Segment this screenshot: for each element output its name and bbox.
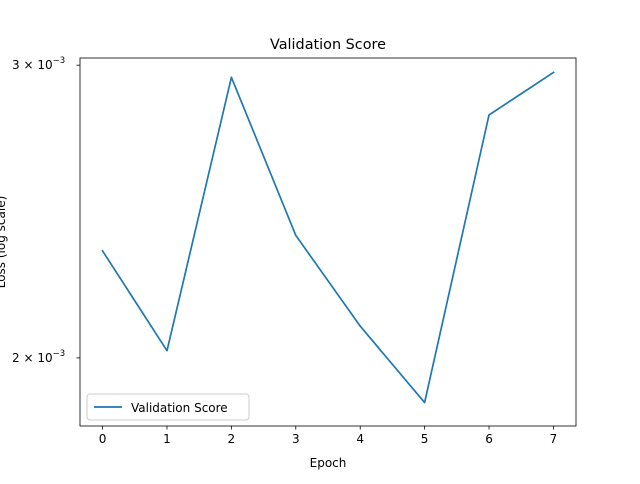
plot-background: [80, 58, 576, 426]
x-tick-label: 5: [421, 432, 429, 446]
y-tick-label: 2 × 10−3: [12, 349, 65, 365]
y-tick-label: 3 × 10−3: [12, 56, 65, 72]
legend-frame: [86, 393, 250, 421]
x-tick-label: 3: [292, 432, 300, 446]
y-axis-label: Loss (log scale): [0, 196, 8, 289]
y-axis: 2 × 10−3 3 × 10−3: [12, 56, 80, 365]
x-tick-label: 4: [356, 432, 364, 446]
x-axis-label: Epoch: [310, 456, 347, 470]
legend-label-validation-score: Validation Score: [131, 401, 228, 415]
x-tick-label: 6: [485, 432, 493, 446]
plot-frame: [79, 57, 577, 427]
x-axis: 0 1 2 3 4 5 6 7: [99, 426, 558, 446]
legend: Validation Score: [86, 393, 250, 421]
plot-area: [79, 57, 577, 427]
x-tick-label: 2: [228, 432, 236, 446]
x-tick-label: 1: [163, 432, 171, 446]
series-line-validation-score: [101, 71, 555, 404]
x-tick-label: 0: [99, 432, 107, 446]
x-tick-label: 7: [550, 432, 558, 446]
chart-title: Validation Score: [270, 37, 386, 53]
